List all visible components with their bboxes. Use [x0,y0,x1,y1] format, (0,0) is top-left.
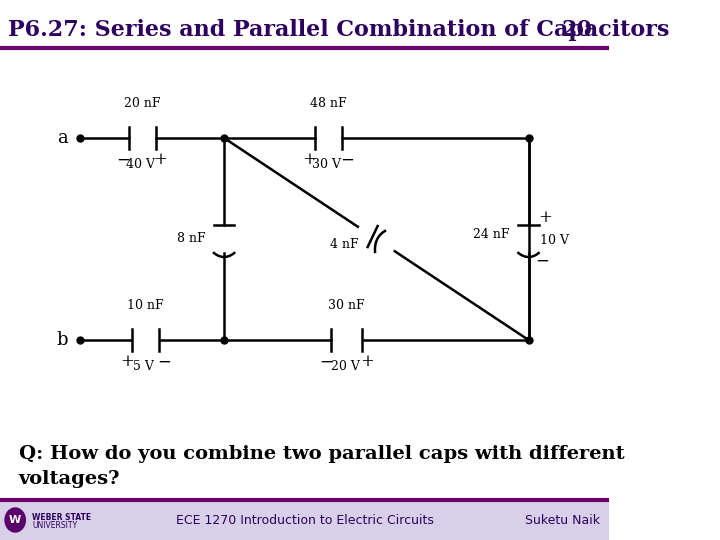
Text: 10 V: 10 V [541,234,570,247]
Text: −: − [535,253,549,269]
Text: +: + [120,354,134,370]
Text: 20 nF: 20 nF [124,97,161,110]
Text: +: + [154,152,168,168]
Text: −: − [340,152,354,168]
Text: 20: 20 [561,19,592,41]
Text: 10 nF: 10 nF [127,299,163,312]
Text: 30 nF: 30 nF [328,299,365,312]
Text: Q: How do you combine two parallel caps with different
voltages?: Q: How do you combine two parallel caps … [19,445,624,488]
Text: +: + [539,208,552,226]
Text: W: W [9,515,22,525]
Text: P6.27: Series and Parallel Combination of Capacitors: P6.27: Series and Parallel Combination o… [9,19,670,41]
Text: a: a [57,129,68,147]
Text: −: − [117,152,130,168]
Text: −: − [320,354,333,370]
Text: 4 nF: 4 nF [330,238,359,251]
Text: 8 nF: 8 nF [177,233,205,246]
Text: 30 V: 30 V [312,158,341,171]
Text: 5 V: 5 V [133,360,154,373]
Text: ECE 1270 Introduction to Electric Circuits: ECE 1270 Introduction to Electric Circui… [176,514,433,526]
Text: Suketu Naik: Suketu Naik [526,514,600,526]
Text: 48 nF: 48 nF [310,97,346,110]
Text: +: + [302,152,317,168]
Text: +: + [360,354,374,370]
Text: b: b [56,331,68,349]
Circle shape [5,508,25,532]
Bar [0,500,609,540]
Bar [0,0,609,48]
Text: 24 nF: 24 nF [474,227,510,240]
Text: UNIVERSITY: UNIVERSITY [32,521,77,530]
Text: 40 V: 40 V [126,158,155,171]
Text: 20 V: 20 V [330,360,359,373]
Text: WEBER STATE: WEBER STATE [32,512,91,522]
Text: −: − [157,354,171,370]
